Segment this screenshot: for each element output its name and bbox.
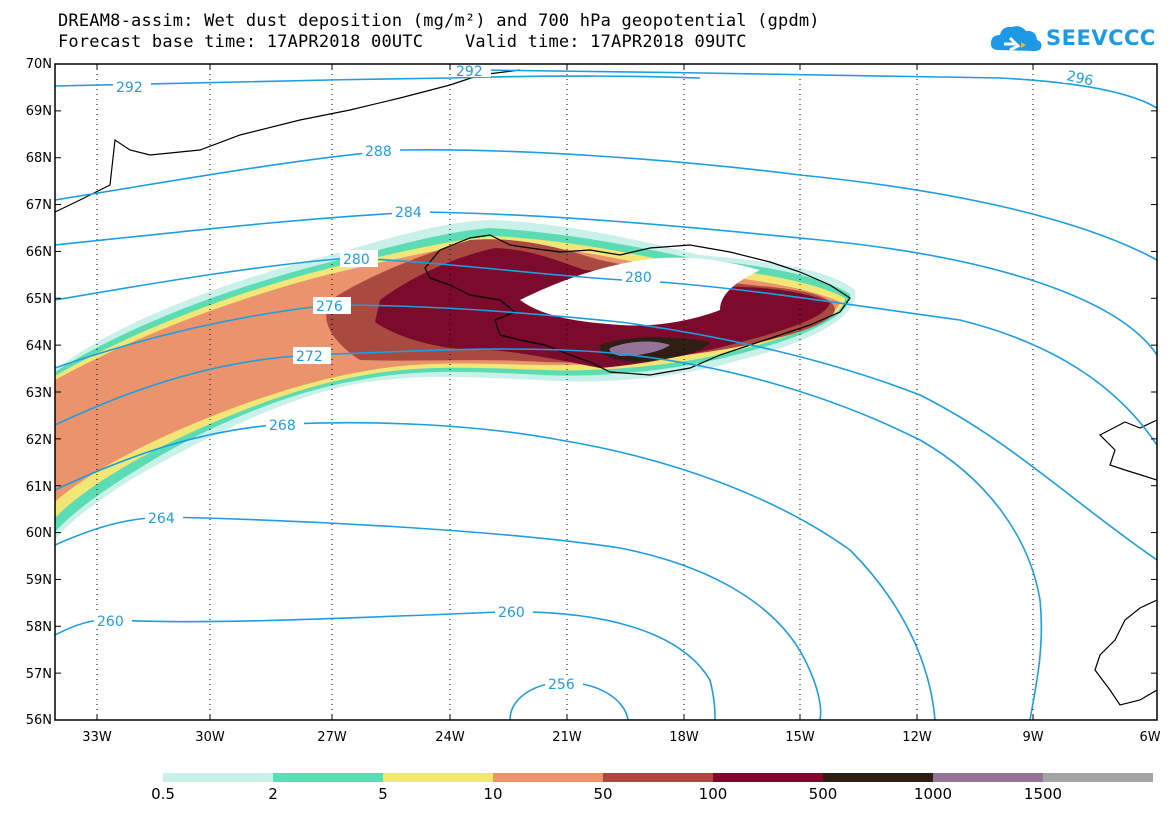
lat-label: 65N [25, 292, 52, 307]
legend-swatch [823, 773, 933, 782]
legend-label: 5 [378, 785, 388, 803]
lat-label: 62N [25, 433, 52, 448]
legend-label: 2 [268, 785, 278, 803]
legend-swatch [383, 773, 493, 782]
lon-label: 18W [669, 730, 699, 745]
lat-label: 57N [25, 667, 52, 682]
contour-288 [55, 149, 1157, 261]
lat-label: 56N [25, 713, 52, 728]
dust-free-zone [520, 257, 760, 326]
legend-label: 50 [593, 785, 613, 803]
legend-label: 1500 [1023, 785, 1063, 803]
legend-label: 1000 [913, 785, 953, 803]
map-subtitle: Forecast base time: 17APR2018 00UTC Vali… [58, 32, 747, 52]
contour-284 [55, 211, 1157, 356]
lat-label: 69N [25, 104, 52, 119]
contour-272 [55, 348, 1043, 720]
dust-band-1000 [609, 341, 670, 356]
lon-label: 6W [1139, 730, 1161, 745]
contour-276 [55, 304, 1157, 561]
lon-label: 24W [435, 730, 465, 745]
scotland-coastline [1094, 599, 1157, 706]
legend-swatch [933, 773, 1043, 782]
contour-label: 276 [316, 299, 343, 315]
cloud-logo-icon [990, 26, 1042, 52]
contour-label: 260 [498, 605, 525, 621]
logo-text: SEEVCCC [1046, 26, 1156, 50]
contour-label-layer: 292 292 296 288 284 280 280 276 272 268 … [94, 64, 1101, 693]
lon-label: 30W [195, 730, 225, 745]
contour-296 [479, 69, 1157, 109]
lat-label: 64N [25, 339, 52, 354]
lat-label: 61N [25, 480, 52, 495]
greenland-coastline [55, 69, 521, 213]
axis-ticks [55, 63, 1158, 721]
lon-label: 27W [317, 730, 347, 745]
legend-swatch [493, 773, 603, 782]
lat-label: 63N [25, 386, 52, 401]
lon-label: 9W [1022, 730, 1044, 745]
map-title: DREAM8-assim: Wet dust deposition (mg/m²… [58, 11, 820, 31]
lat-label: 58N [25, 620, 52, 635]
contour-label: 280 [343, 252, 370, 268]
lon-label: 12W [902, 730, 932, 745]
contour-label: 280 [625, 270, 652, 286]
contour-label: 296 [1065, 68, 1095, 89]
geopotential-contours [55, 69, 1157, 720]
contour-292 [55, 75, 701, 87]
lat-label: 70N [25, 57, 52, 72]
lon-label: 15W [785, 730, 815, 745]
lon-label: 21W [552, 730, 582, 745]
contour-label: 288 [365, 144, 392, 160]
legend-swatch [1043, 773, 1153, 782]
legend-label: 100 [698, 785, 728, 803]
lat-label: 67N [25, 198, 52, 213]
legend-label: 500 [808, 785, 838, 803]
contour-label: 272 [296, 349, 323, 365]
contour-264 [55, 516, 822, 720]
lat-label: 68N [25, 151, 52, 166]
contour-label: 292 [116, 80, 143, 96]
contour-label: 256 [548, 677, 575, 693]
legend-label: 10 [483, 785, 503, 803]
contour-label: 284 [395, 205, 422, 221]
contour-label: 268 [269, 418, 296, 434]
contour-268 [55, 421, 936, 720]
lon-label: 33W [82, 730, 112, 745]
legend-colorbar [163, 773, 1153, 782]
contour-260 [55, 611, 716, 720]
iceland-coastline [424, 234, 851, 376]
lat-label: 66N [25, 245, 52, 260]
contour-label: 264 [148, 511, 175, 527]
legend-swatch [713, 773, 823, 782]
legend-swatch [163, 773, 273, 782]
legend-label: 0.5 [151, 785, 175, 803]
legend-swatch [603, 773, 713, 782]
dust-deposition-layer [55, 220, 856, 540]
contour-label: 292 [456, 64, 483, 80]
lat-label: 60N [25, 526, 52, 541]
contour-label: 260 [97, 614, 124, 630]
norway-coastline [1098, 419, 1157, 481]
legend-swatch [273, 773, 383, 782]
coastline-layer [55, 69, 1157, 706]
lat-label: 59N [25, 573, 52, 588]
